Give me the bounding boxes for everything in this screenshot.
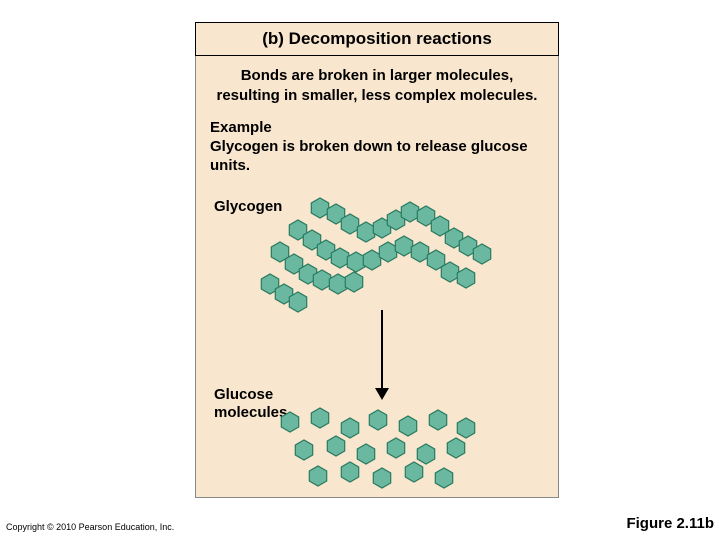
figure-panel: (b) Decomposition reactions Bonds are br… bbox=[195, 22, 559, 498]
molecule-diagram: Glycogen Glucose molecules bbox=[210, 190, 544, 490]
title-bar: (b) Decomposition reactions bbox=[195, 22, 559, 56]
description-text: Bonds are broken in larger molecules, re… bbox=[210, 66, 544, 105]
molecule-svg bbox=[210, 190, 546, 490]
copyright-text: Copyright © 2010 Pearson Education, Inc. bbox=[6, 522, 174, 532]
example-text: Glycogen is broken down to release gluco… bbox=[210, 138, 544, 176]
title-main: Decomposition reactions bbox=[289, 29, 492, 48]
figure-number: Figure 2.11b bbox=[626, 515, 714, 532]
panel-body: Bonds are broken in larger molecules, re… bbox=[195, 56, 559, 498]
example-label: Example bbox=[210, 119, 544, 136]
title-prefix: (b) bbox=[262, 29, 284, 48]
